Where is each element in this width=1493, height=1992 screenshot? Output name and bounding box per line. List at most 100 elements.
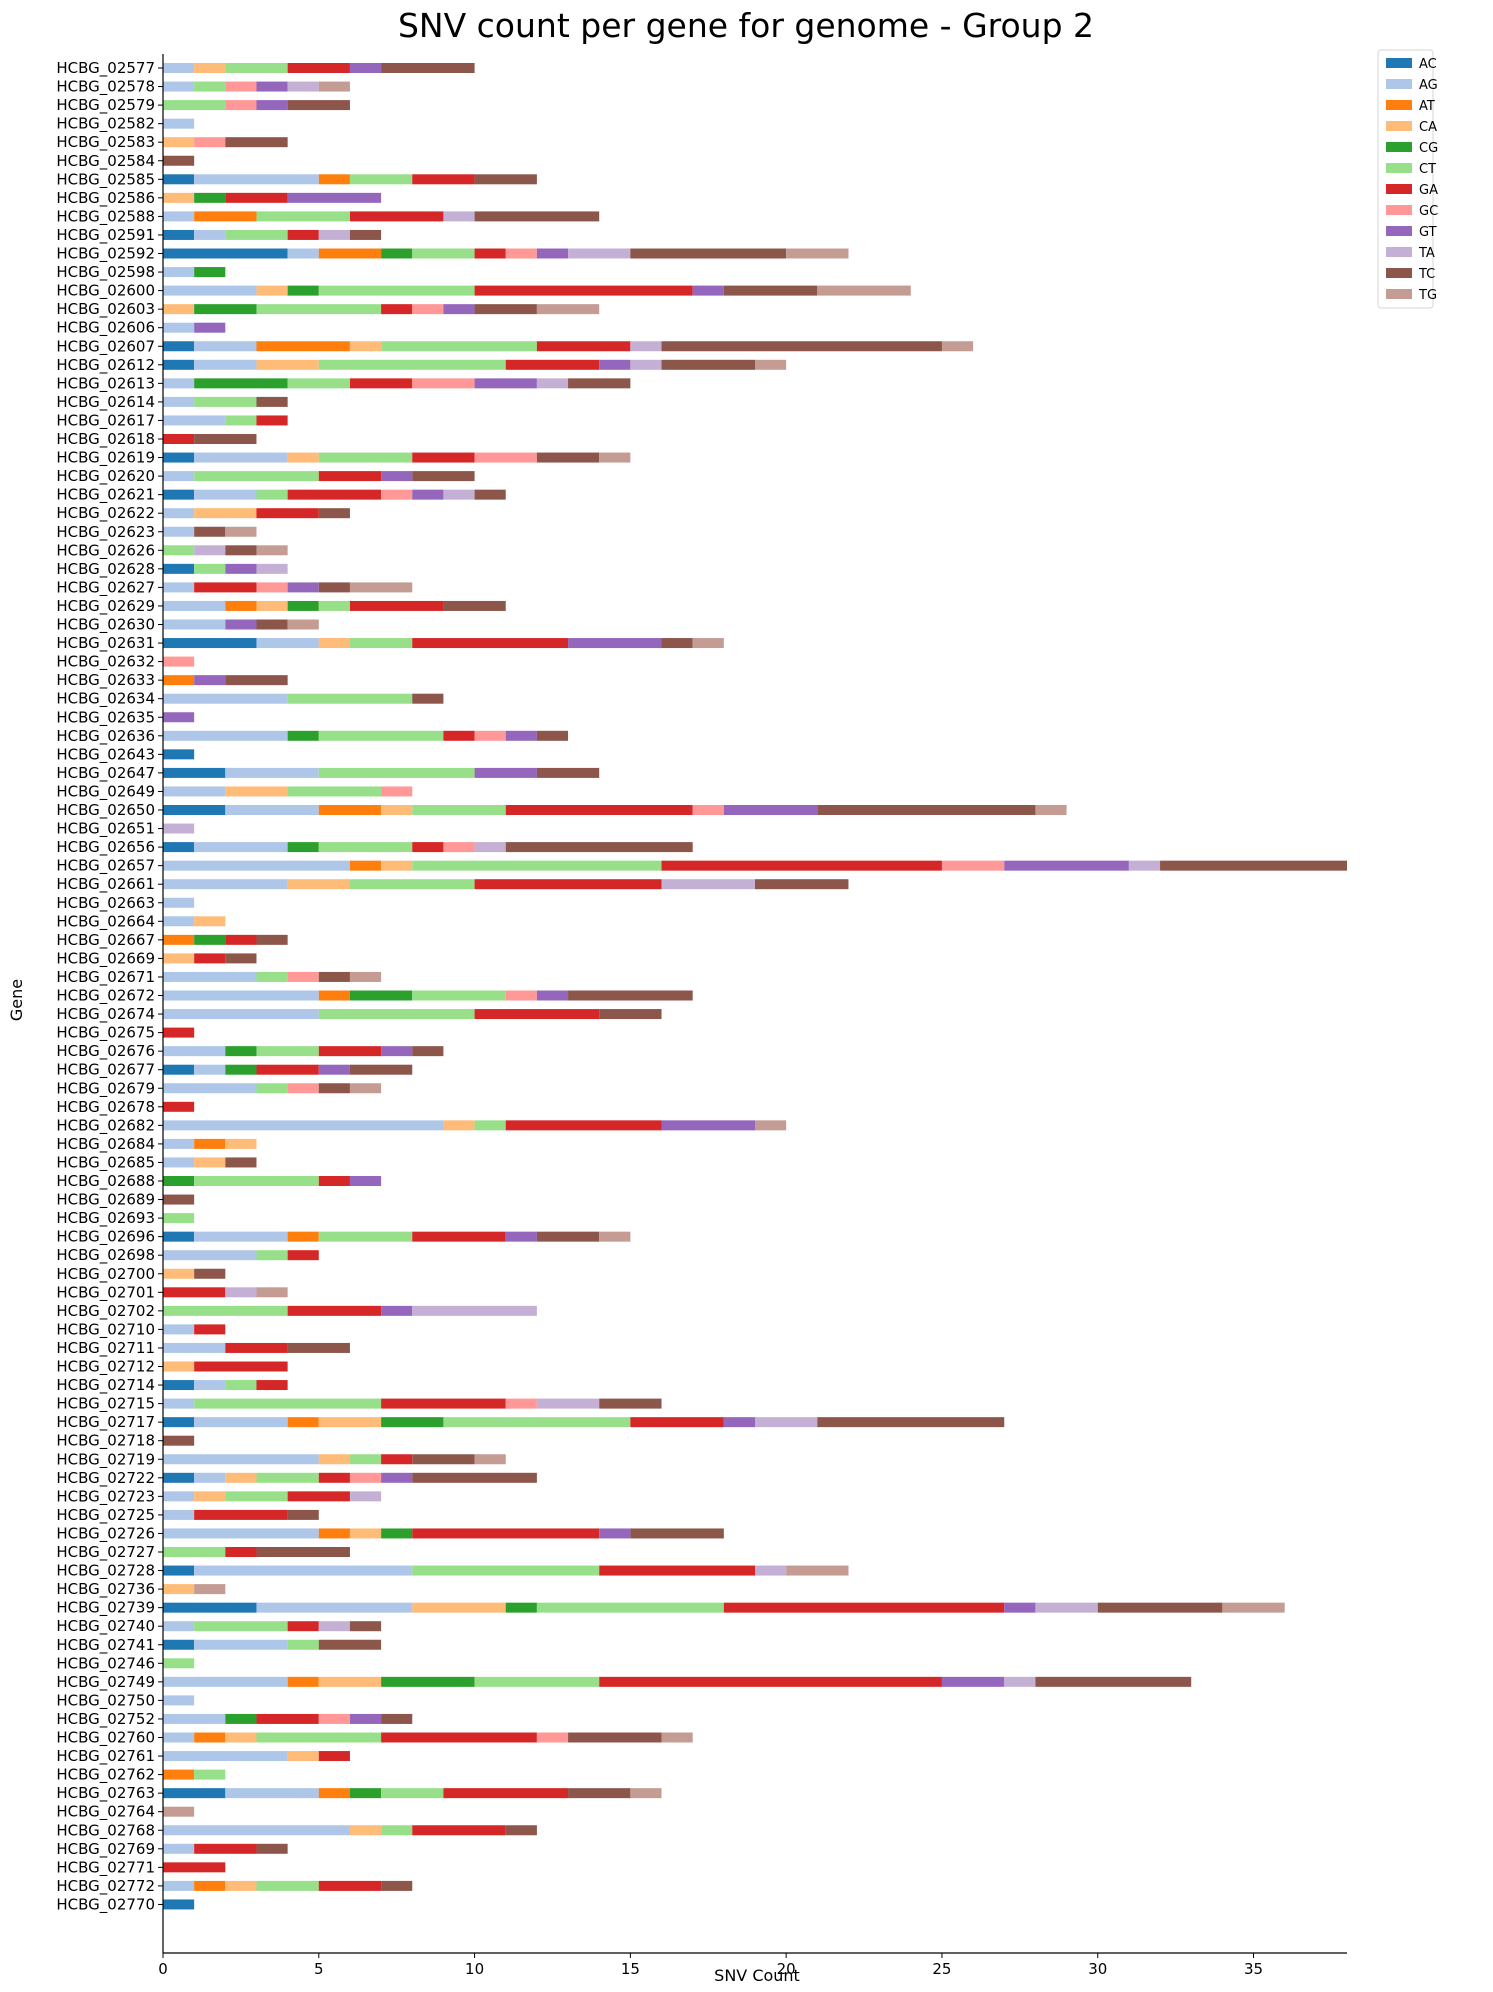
bar-segment-ct <box>412 248 475 259</box>
bar-segment-gc <box>256 582 288 593</box>
bar-segment-ct <box>194 396 257 407</box>
bar-segment-ta <box>256 563 288 574</box>
legend-label-gt: GT <box>1419 225 1437 240</box>
bar-segment-at <box>256 341 350 352</box>
bar-segment-ct <box>318 842 413 853</box>
legend-label-ca: CA <box>1419 120 1437 135</box>
y-tick-label: HCBG_02656 <box>56 838 155 857</box>
bar-segment-ga <box>163 1862 226 1873</box>
y-tick-label: HCBG_02647 <box>56 764 155 783</box>
bar-segment-ga <box>474 248 506 259</box>
legend-label-tg: TG <box>1418 288 1437 303</box>
y-tick-label: HCBG_02650 <box>56 801 155 820</box>
bar-segment-tc <box>256 619 288 630</box>
bar-segment-tc <box>568 990 693 1001</box>
bar-segment-ag <box>163 1398 195 1409</box>
bar-segment-tc <box>287 100 350 111</box>
y-tick-label: HCBG_02679 <box>56 1079 155 1098</box>
bar-segment-ag <box>163 415 226 426</box>
bar-segment-gt <box>349 1713 382 1724</box>
bar-segment-tg <box>630 1788 662 1799</box>
bar-segment-ag <box>163 786 226 797</box>
x-tick-label: 30 <box>1088 1960 1107 1978</box>
bar-segment-tg <box>755 359 787 370</box>
bar-segment-ag <box>225 1788 319 1799</box>
bar-segment-tc <box>412 693 444 704</box>
bar-segment-ca <box>318 1454 350 1465</box>
bar-segment-tc <box>661 359 755 370</box>
y-tick-label: HCBG_02633 <box>56 671 155 690</box>
bar-segment-ca <box>318 638 350 649</box>
bar-segment-at <box>194 1138 226 1149</box>
bar-segment-ct <box>163 100 226 111</box>
bar-segment-gt <box>505 730 537 741</box>
y-tick-label: HCBG_02726 <box>56 1524 155 1543</box>
bar-segment-ca <box>256 359 319 370</box>
bar-segment-ga <box>536 341 631 352</box>
y-tick-label: HCBG_02661 <box>56 875 155 894</box>
bar-segment-tg <box>474 1454 506 1465</box>
bar-segment-ca <box>163 953 195 964</box>
legend-label-cg: CG <box>1419 141 1438 156</box>
bar-segment-at <box>318 174 350 185</box>
bar-segment-ga <box>225 192 288 203</box>
bar-segment-ga <box>381 1398 506 1409</box>
y-tick-label: HCBG_02630 <box>56 616 155 635</box>
y-tick-label: HCBG_02728 <box>56 1562 155 1581</box>
bar-segment-at <box>194 1732 226 1743</box>
bar-segment-tg <box>349 1083 382 1094</box>
bar-segment-ag <box>163 1250 257 1261</box>
legend-label-ac: AC <box>1419 57 1437 72</box>
bar-segment-gt <box>194 675 226 686</box>
bar-segment-tg <box>163 1806 195 1817</box>
bar-segment-ca <box>287 879 350 890</box>
bar-segment-ct <box>163 1547 226 1557</box>
x-tick-label: 0 <box>158 1960 168 1978</box>
bar-segment-ga <box>194 1509 288 1520</box>
bar-segment-gc <box>412 304 444 315</box>
y-tick-label: HCBG_02582 <box>56 115 155 134</box>
bar-segment-ct <box>318 1009 475 1020</box>
bar-segment-ca <box>318 1417 382 1428</box>
bar-segment-tg <box>1222 1602 1285 1613</box>
legend-label-ct: CT <box>1419 162 1436 177</box>
bar-segment-ca <box>287 1751 319 1762</box>
bar-segment-ag <box>163 1751 288 1762</box>
bar-segment-cg <box>194 378 288 389</box>
legend-label-gc: GC <box>1419 204 1438 219</box>
legend-items: AC AG AT CA CG CT GA GC GT TA TC TG <box>1386 57 1438 303</box>
bar-segment-ga <box>505 805 693 815</box>
y-tick-label: HCBG_02760 <box>56 1729 155 1748</box>
bar-segment-ga <box>349 378 413 389</box>
legend-swatch-gc <box>1386 205 1412 215</box>
bar-segment-ga <box>474 285 693 296</box>
y-tick-label: HCBG_02741 <box>56 1636 155 1655</box>
bar-segment-ta <box>287 81 319 92</box>
bar-segment-cg <box>505 1602 537 1613</box>
x-tick-label: 15 <box>621 1960 640 1978</box>
y-tick-label: HCBG_02675 <box>56 1024 155 1043</box>
y-tick-label: HCBG_02598 <box>56 263 155 282</box>
bar-segment-ga <box>287 63 350 73</box>
bar-segment-cg <box>163 1176 195 1186</box>
y-tick-label: HCBG_02677 <box>56 1061 155 1080</box>
bar-segment-ag <box>225 767 319 778</box>
bar-segment-ta <box>318 229 350 240</box>
bar-segment-ga <box>163 434 195 444</box>
bar-segment-ag <box>163 1713 226 1724</box>
x-tick-label: 20 <box>777 1960 796 1978</box>
bar-segment-ag <box>163 582 195 593</box>
bar-segment-ca <box>349 341 382 352</box>
bar-segment-tg <box>256 545 288 556</box>
bar-segment-ag <box>163 1454 319 1465</box>
bar-segment-ag <box>163 1732 195 1743</box>
bar-segment-ga <box>287 1305 382 1316</box>
y-tick-label: HCBG_02722 <box>56 1469 155 1488</box>
bar-segment-gt <box>474 767 537 778</box>
y-tick-label: HCBG_02629 <box>56 597 155 616</box>
bar-segment-tg <box>599 452 631 463</box>
bar-segment-gc <box>287 971 319 982</box>
y-tick-label: HCBG_02603 <box>56 300 155 319</box>
bar-segment-gc <box>505 1398 537 1409</box>
bar-segment-tc <box>225 675 288 686</box>
